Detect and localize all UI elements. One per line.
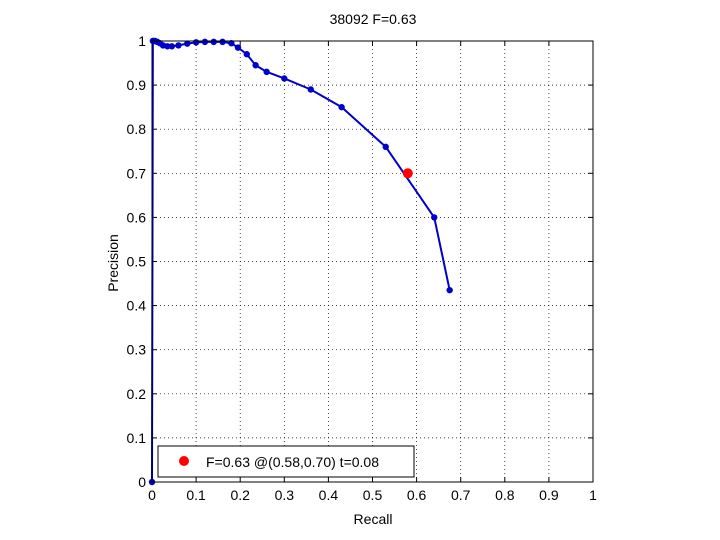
pr-curve-point: [175, 42, 182, 49]
chart-title: 38092 F=0.63: [330, 11, 417, 27]
pr-curve-point: [281, 75, 288, 82]
y-tick-label: 0.5: [127, 254, 147, 270]
x-tick-label: 0: [148, 487, 156, 503]
pr-curve-point: [219, 38, 226, 46]
pr-curve-point: [210, 38, 217, 46]
y-tick-label: 0.9: [127, 77, 147, 93]
pr-curve-point: [263, 68, 270, 76]
x-tick-label: 0.4: [319, 487, 339, 503]
x-tick-label: 0.7: [451, 487, 471, 503]
x-tick-label: 0.5: [363, 487, 383, 503]
best-f-point: [402, 168, 413, 179]
pr-curve-point: [338, 103, 345, 111]
pr-curve-point: [192, 39, 200, 46]
pr-curve-point: [307, 86, 314, 93]
plot-frame: [151, 40, 594, 483]
legend-text: F=0.63 @(0.58,0.70) t=0.08: [206, 454, 379, 470]
legend: F=0.63 @(0.58,0.70) t=0.08: [157, 445, 415, 478]
x-tick-label: 1: [589, 487, 597, 503]
x-tick-label: 0.2: [230, 487, 250, 503]
series-layer: [148, 37, 453, 486]
legend-box: [157, 445, 415, 478]
y-tick-label: 0.2: [127, 386, 147, 402]
pr-curve-point: [431, 214, 438, 221]
x-tick-label: 0.8: [495, 487, 515, 503]
y-tick-label: 0: [138, 474, 146, 490]
axis-ticks: 0 0.1 0.2 0.3 0.4 0.5 0.6 0.7 0.8 0.9 1 0 0.1 0.2 0.3 0…: [127, 33, 598, 503]
grid-lines: [152, 41, 593, 482]
pr-curve-point: [234, 44, 242, 51]
pr-curve-point: [184, 40, 191, 47]
y-tick-label: 0.1: [127, 430, 147, 446]
pr-curve-point: [252, 62, 259, 69]
y-axis-label: Precision: [105, 234, 121, 292]
x-tick-label: 0.3: [275, 487, 295, 503]
y-tick-label: 0.8: [127, 121, 147, 137]
pr-curve-point: [243, 51, 251, 58]
y-tick-label: 0.7: [127, 165, 147, 181]
y-tick-label: 0.6: [127, 209, 147, 225]
x-tick-label: 0.1: [186, 487, 206, 503]
pr-curve-point: [228, 40, 235, 47]
legend-marker: [179, 456, 189, 466]
pr-curve-point: [168, 43, 176, 50]
y-tick-label: 1: [138, 33, 146, 49]
y-tick-label: 0.4: [127, 298, 147, 314]
x-tick-label: 0.6: [407, 487, 427, 503]
pr-curve-point: [201, 38, 209, 46]
pr-curve-point: [382, 143, 389, 151]
x-tick-label: 0.9: [539, 487, 559, 503]
y-tick-label: 0.3: [127, 342, 147, 358]
x-axis-label: Recall: [354, 511, 393, 527]
pr-curve-point: [446, 286, 453, 294]
